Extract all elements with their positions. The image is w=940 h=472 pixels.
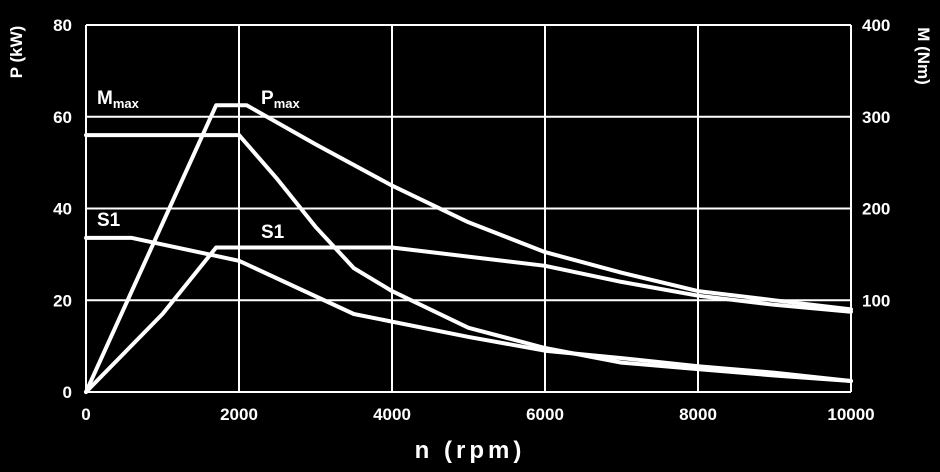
x-tick-label-2: 4000 xyxy=(373,405,411,424)
y-tick-label-0: 0 xyxy=(63,383,72,402)
y2-tick-label-3: 400 xyxy=(862,16,890,35)
pmax-curve xyxy=(84,103,853,394)
pmax-label-sub: max xyxy=(274,96,301,111)
x-tick-label-0: 0 xyxy=(81,405,90,424)
x-axis-title: n (rpm) xyxy=(415,437,526,464)
y2-tick-label-1: 200 xyxy=(862,200,890,219)
y2-tick-label-0: 100 xyxy=(862,291,890,310)
mmax-label-sub: max xyxy=(113,96,140,111)
x-tick-label-5: 10000 xyxy=(827,405,874,424)
mmax-label: Mmax xyxy=(97,88,140,111)
y-axis-title-left: P (kW) xyxy=(7,26,26,79)
s1-torque-curve xyxy=(84,235,853,383)
y-axis-title-right: M (Nm) xyxy=(914,27,933,85)
s1-power-curve xyxy=(84,245,853,394)
x-tick-label-4: 8000 xyxy=(679,405,717,424)
pmax-label: Pmax xyxy=(261,88,300,111)
y-tick-label-3: 60 xyxy=(53,108,72,127)
grid xyxy=(85,24,852,393)
s1-power-label: S1 xyxy=(261,222,285,243)
series-group xyxy=(84,103,853,394)
x-tick-label-1: 2000 xyxy=(220,405,258,424)
mmax-curve xyxy=(84,133,853,383)
y2-tick-label-2: 300 xyxy=(862,108,890,127)
y-tick-label-2: 40 xyxy=(53,200,72,219)
y-tick-label-4: 80 xyxy=(53,16,72,35)
pmax-label-main: P xyxy=(261,88,274,109)
mmax-label-main: M xyxy=(97,88,113,109)
tick-labels: 0 2000 4000 6000 8000 10000 0 20 40 60 80 100 200 300… xyxy=(53,16,890,424)
x-tick-label-3: 6000 xyxy=(526,405,564,424)
y-tick-label-1: 20 xyxy=(53,291,72,310)
s1-torque-label: S1 xyxy=(97,210,121,231)
